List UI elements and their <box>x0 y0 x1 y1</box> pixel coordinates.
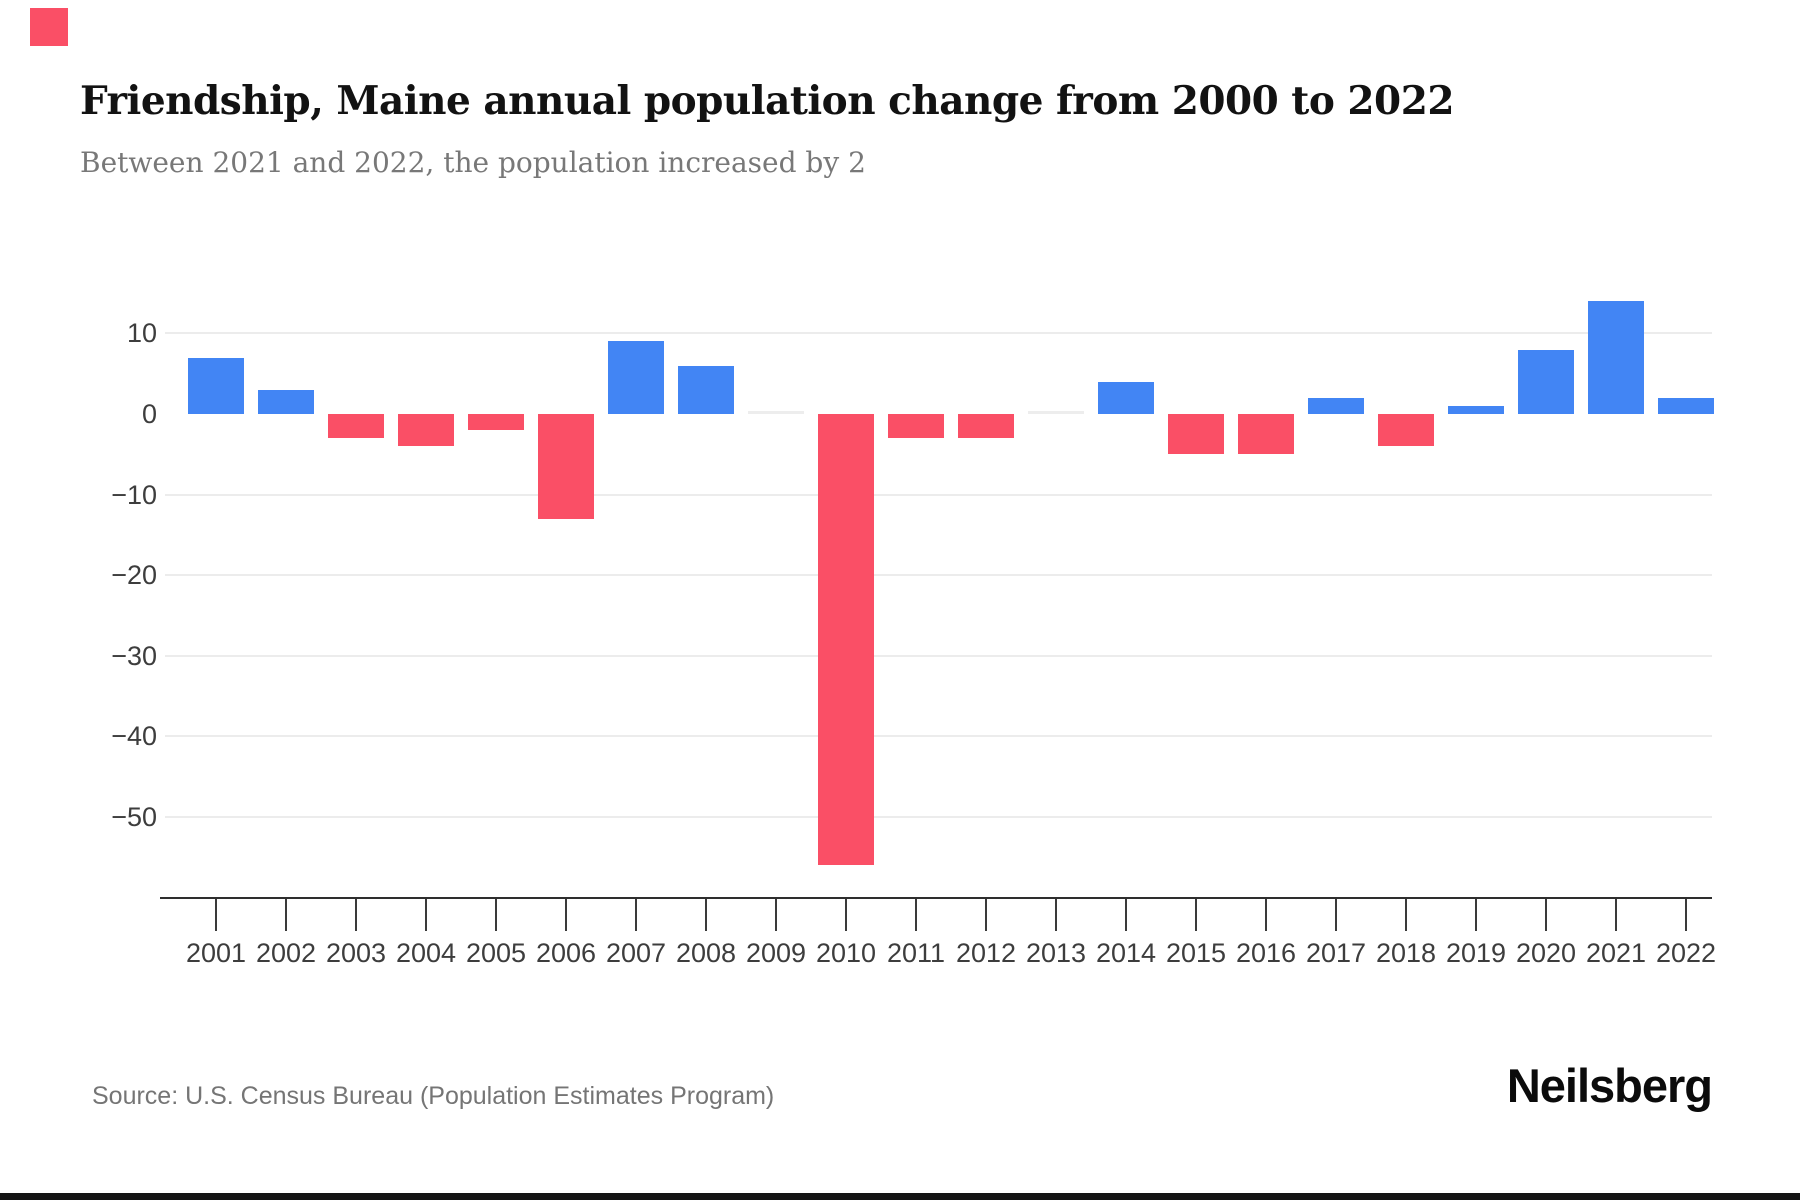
bar-2009[interactable] <box>748 411 804 414</box>
y-axis-label--50: −50 <box>111 802 157 832</box>
x-axis-label-2008: 2008 <box>675 938 737 968</box>
bar-2015[interactable] <box>1168 414 1224 455</box>
x-axis-label-2009: 2009 <box>745 938 807 968</box>
x-axis-label-2005: 2005 <box>465 938 527 968</box>
x-axis-label-2017: 2017 <box>1305 938 1367 968</box>
x-axis-tick-2006 <box>565 899 567 931</box>
x-axis-tick-2018 <box>1405 899 1407 931</box>
bar-2014[interactable] <box>1098 381 1154 414</box>
x-axis-label-2013: 2013 <box>1025 938 1087 968</box>
x-axis-tick-2004 <box>425 899 427 931</box>
x-axis-tick-2010 <box>845 899 847 931</box>
x-axis-tick-2016 <box>1265 899 1267 931</box>
x-axis-tick-2003 <box>355 899 357 931</box>
x-axis-label-2004: 2004 <box>395 938 457 968</box>
y-axis-label--20: −20 <box>111 560 157 591</box>
x-axis-label-2015: 2015 <box>1165 938 1227 968</box>
x-axis-tick-2008 <box>705 899 707 931</box>
x-axis-tick-2017 <box>1335 899 1337 931</box>
x-axis-label-2002: 2002 <box>255 938 317 968</box>
x-axis-label-2003: 2003 <box>325 938 387 968</box>
x-axis-label-2010: 2010 <box>815 938 877 968</box>
x-axis-tick-2019 <box>1475 899 1477 931</box>
x-axis-tick-2001 <box>215 899 217 931</box>
x-axis-tick-2011 <box>915 899 917 931</box>
gridline--40 <box>165 735 1712 738</box>
footer-strip <box>0 1193 1800 1200</box>
x-axis-label-2020: 2020 <box>1515 938 1577 968</box>
bar-2017[interactable] <box>1308 397 1364 414</box>
y-axis-label-0: 0 <box>141 399 157 429</box>
bar-2010[interactable] <box>818 414 874 866</box>
x-axis-tick-2007 <box>635 899 637 931</box>
bar-2005[interactable] <box>468 414 524 431</box>
x-axis-label-2022: 2022 <box>1655 938 1717 968</box>
neilsberg-logo[interactable]: Neilsberg <box>1506 1059 1713 1112</box>
x-axis-tick-2021 <box>1615 899 1617 931</box>
bar-2003[interactable] <box>328 414 384 439</box>
bar-2002[interactable] <box>258 389 314 414</box>
bar-2011[interactable] <box>888 414 944 439</box>
x-axis-tick-2012 <box>985 899 987 931</box>
bar-2019[interactable] <box>1448 405 1504 414</box>
bar-2004[interactable] <box>398 414 454 447</box>
gridline--50 <box>165 816 1712 818</box>
y-axis-label--40: −40 <box>111 721 157 752</box>
x-axis-tick-2009 <box>775 899 777 931</box>
bar-2008[interactable] <box>678 365 734 414</box>
x-axis-tick-2013 <box>1055 899 1057 931</box>
gridline-10 <box>165 332 1712 335</box>
x-axis-tick-2022 <box>1685 899 1687 931</box>
chart-subtitle: Between 2021 and 2022, the population in… <box>80 146 866 179</box>
bar-2012[interactable] <box>958 414 1014 439</box>
x-axis-label-2019: 2019 <box>1445 938 1507 968</box>
bar-2001[interactable] <box>188 357 244 414</box>
bar-2022[interactable] <box>1658 397 1714 414</box>
bar-2018[interactable] <box>1378 414 1434 447</box>
gridline--20 <box>165 574 1712 577</box>
x-axis-label-2006: 2006 <box>535 938 597 968</box>
x-axis-label-2014: 2014 <box>1095 938 1157 968</box>
x-axis-tick-2020 <box>1545 899 1547 931</box>
x-axis-label-2011: 2011 <box>886 938 946 968</box>
bar-2021[interactable] <box>1588 301 1644 414</box>
chart-title: Friendship, Maine annual population chan… <box>80 78 1454 125</box>
x-axis-label-2012: 2012 <box>955 938 1017 968</box>
x-axis-label-2007: 2007 <box>605 938 667 968</box>
x-axis-label-2001: 2001 <box>185 938 247 968</box>
x-axis-tick-2014 <box>1125 899 1127 931</box>
x-axis-label-2018: 2018 <box>1375 938 1437 968</box>
bar-2007[interactable] <box>608 341 664 414</box>
x-axis-tick-2015 <box>1195 899 1197 931</box>
y-axis-label--30: −30 <box>111 640 157 671</box>
x-axis-tick-2005 <box>495 899 497 931</box>
bar-2006[interactable] <box>538 414 594 519</box>
x-axis-label-2016: 2016 <box>1235 938 1297 968</box>
bar-2020[interactable] <box>1518 349 1574 414</box>
source-attribution: Source: U.S. Census Bureau (Population E… <box>92 1082 775 1110</box>
brand-mark-square <box>30 8 68 46</box>
y-axis-label--10: −10 <box>111 479 157 510</box>
y-axis-label-10: 10 <box>126 318 157 349</box>
gridline--10 <box>165 493 1712 496</box>
x-axis-line <box>160 897 1712 899</box>
gridline--30 <box>165 654 1712 657</box>
x-axis-label-2021: 2021 <box>1585 938 1647 968</box>
bar-2016[interactable] <box>1238 414 1294 455</box>
bar-2013[interactable] <box>1028 411 1084 414</box>
x-axis-tick-2002 <box>285 899 287 931</box>
